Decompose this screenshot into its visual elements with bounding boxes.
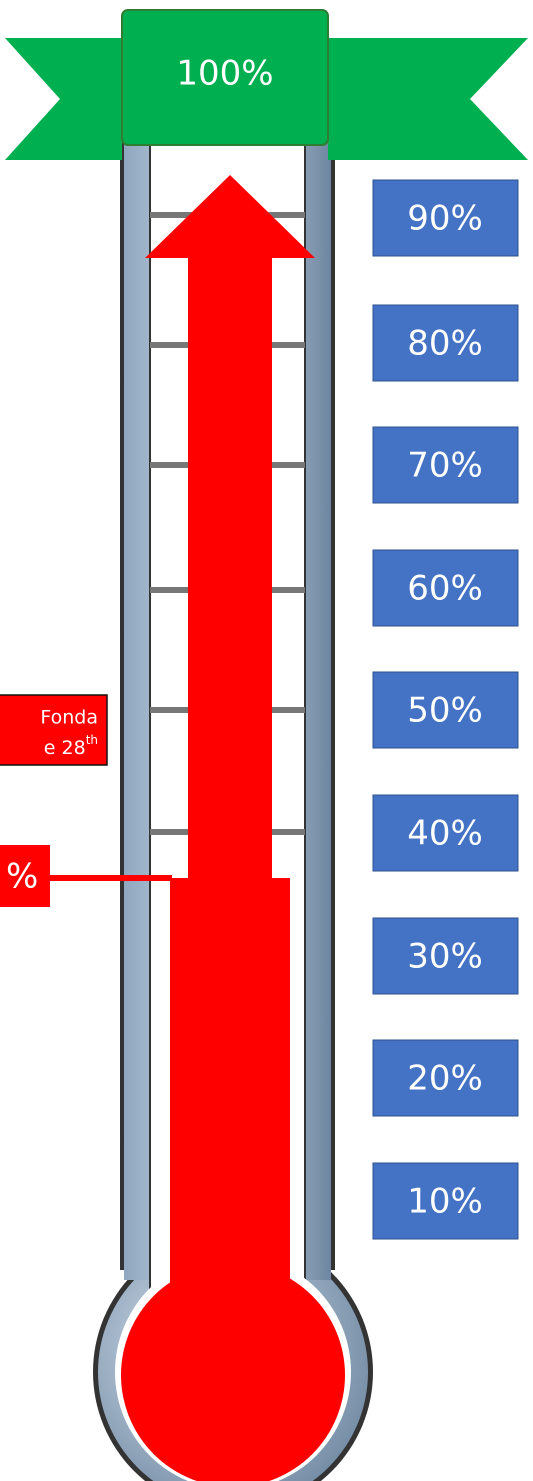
annotation-text: e 28 [44,737,86,759]
thermometer-body [93,140,373,1481]
scale-labels: 90% 80% 70% 60% 50% 40% 30% 20% 10% [373,180,518,1239]
scale-label: 90% [407,199,483,239]
annotation: Fonda e 28th [0,695,107,765]
thermometer: 100% 90% 80% 70% 60% 50% 40% 30% 20% 10% Fonda e… [0,0,533,1481]
scale-label: 60% [407,569,483,609]
scale-label: 20% [407,1059,483,1099]
annotation-superscript: th [86,733,98,747]
scale-label: 80% [407,324,483,364]
banner: 100% [5,10,528,160]
scale-label: 70% [407,446,483,486]
scale-label: 30% [407,937,483,977]
scale-label: 10% [407,1182,483,1222]
scale-label: 40% [407,814,483,854]
scale-label: 50% [407,691,483,731]
banner-label: 100% [176,54,273,94]
current-label: % [6,857,38,897]
annotation-line: Fonda [40,707,98,729]
